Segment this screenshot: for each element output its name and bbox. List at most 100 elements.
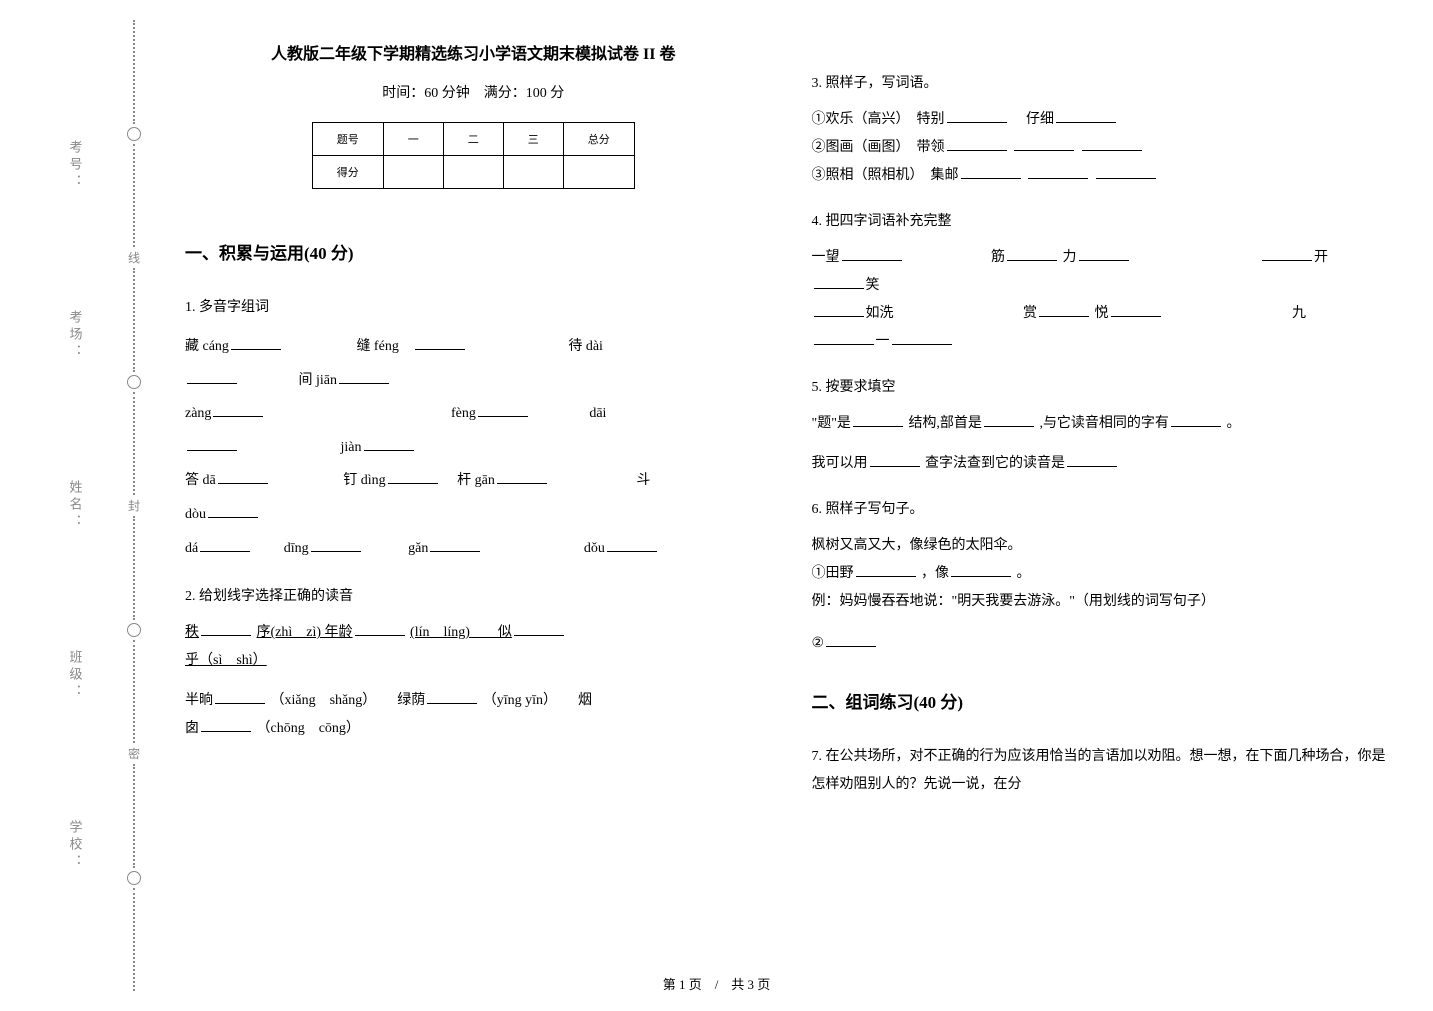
q1-l4d: dǒu (584, 541, 605, 556)
q1-line2b: jiàn (185, 431, 762, 465)
blank (497, 468, 547, 484)
q1-l2a: zàng (185, 406, 211, 421)
q3-line1: ①欢乐（高兴） 特别 仔细 (812, 106, 1389, 134)
q1-l2d: jiàn (341, 440, 362, 455)
q5-l1a: "题"是 (812, 416, 851, 431)
left-column: 人教版二年级下学期精选练习小学语文期末模拟试卷 II 卷 时间：60 分钟 满分… (160, 20, 787, 961)
dots-segment (133, 764, 135, 868)
question-1: 1. 多音字组词 藏 cáng 缝 féng 待 dài 间 jiān zàng… (185, 294, 762, 565)
q2-l1b: 序(zhì zì) 年龄 (257, 625, 353, 640)
q5-l2a: 我可以用 (812, 456, 868, 471)
exam-margin: 考号： 考场： 姓名： 班级： 学校： (30, 0, 120, 1011)
q5-l1d: 。 (1226, 416, 1240, 431)
dots-segment (133, 392, 135, 496)
blank (311, 536, 361, 552)
q5-l2b: 查字法查到它的读音是 (925, 456, 1065, 471)
page-content: 人教版二年级下学期精选练习小学语文期末模拟试卷 II 卷 时间：60 分钟 满分… (160, 20, 1413, 961)
q6-l2a: ①田野 (812, 566, 854, 581)
td-total (563, 156, 634, 189)
q5-title: 5. 按要求填空 (812, 374, 1389, 402)
blank (984, 411, 1034, 427)
question-5: 5. 按要求填空 "题"是 结构,部首是 ,与它读音相同的字有 。 我可以用 查… (812, 374, 1389, 478)
margin-label-school: 学校： (66, 820, 85, 871)
q1-line4: dá dīng gǎn dǒu (185, 532, 762, 566)
q2-l3b: （xiǎng shǎng） 绿荫 (271, 693, 426, 708)
score-table: 题号 一 二 三 总分 得分 (312, 122, 635, 189)
blank (201, 716, 251, 732)
q2-title: 2. 给划线字选择正确的读音 (185, 583, 762, 611)
blank (1262, 245, 1312, 261)
q1-l4a: dá (185, 541, 198, 556)
q2-line2: 乎（sì shì） (185, 647, 762, 675)
blank (1014, 135, 1074, 151)
right-column: 3. 照样子，写词语。 ①欢乐（高兴） 特别 仔细 ②图画（画图） 带领 ③照相… (787, 20, 1414, 961)
question-3: 3. 照样子，写词语。 ①欢乐（高兴） 特别 仔细 ②图画（画图） 带领 ③照相… (812, 70, 1389, 190)
margin-label-room: 考场： (66, 310, 85, 361)
blank (892, 329, 952, 345)
blank (826, 631, 876, 647)
blank (355, 620, 405, 636)
q3-title: 3. 照样子，写词语。 (812, 70, 1389, 98)
blank (1056, 107, 1116, 123)
q6-title: 6. 照样子写句子。 (812, 496, 1389, 524)
q5-l1b: 结构,部首是 (908, 416, 982, 431)
blank (870, 451, 920, 467)
blank (842, 245, 902, 261)
q6-l2c: 。 (1017, 566, 1031, 581)
blank (208, 502, 258, 518)
q4-line1: 一望 筋 力 开 (812, 244, 1389, 272)
th-num: 题号 (312, 123, 383, 156)
seal-circle (127, 127, 141, 141)
q4-line4: 一 (812, 328, 1389, 356)
blank (514, 620, 564, 636)
dots-segment (133, 20, 135, 124)
seal-char-mi: 密 (128, 745, 140, 762)
q7-text: 7. 在公共场所，对不正确的行为应该用恰当的言语加以劝阻。想一想，在下面几种场合… (812, 749, 1386, 792)
q3-l1: ①欢乐（高兴） 特别 (812, 112, 945, 127)
q2-line1: 秩 序(zhì zì) 年龄 (lín líng) 似 (185, 619, 762, 647)
blank (814, 329, 874, 345)
q1-l4b: dīng (284, 541, 309, 556)
blank (388, 468, 438, 484)
q4-w3b: 赏 (1023, 306, 1037, 321)
q5-l1c: ,与它读音相同的字有 (1039, 416, 1169, 431)
q1-l2c: dāi (589, 406, 606, 421)
q3-l2: ②图画（画图） 带领 (812, 140, 945, 155)
td-3 (503, 156, 563, 189)
blank (231, 334, 281, 350)
q2-l1a: 秩 (185, 625, 199, 640)
blank (339, 368, 389, 384)
seal-circle (127, 375, 141, 389)
table-row: 题号 一 二 三 总分 (312, 123, 634, 156)
q4-line2: 笑 (812, 272, 1389, 300)
q1-line1: 藏 cáng 缝 féng 待 dài (185, 330, 762, 364)
blank (814, 273, 864, 289)
q6-l4: ② (812, 636, 825, 651)
td-1 (383, 156, 443, 189)
blank (1082, 135, 1142, 151)
q1-l3b: 钉 dìng (343, 473, 385, 488)
td-score: 得分 (312, 156, 383, 189)
dots-segment (133, 144, 135, 248)
q6-l2b: ，像 (921, 566, 949, 581)
seal-char-xian: 线 (128, 249, 140, 266)
blank (1028, 163, 1088, 179)
blank (364, 435, 414, 451)
q4-w1a: 一望 (812, 250, 840, 265)
blank (856, 561, 916, 577)
q4-w1c: 力 (1063, 250, 1077, 265)
seal-circle (127, 871, 141, 885)
blank (607, 536, 657, 552)
blank (215, 688, 265, 704)
q1-l1b: 缝 féng (356, 339, 398, 354)
q5-line1: "题"是 结构,部首是 ,与它读音相同的字有 。 (812, 410, 1389, 438)
q1-l3a: 答 dā (185, 473, 216, 488)
th-3: 三 (503, 123, 563, 156)
th-1: 一 (383, 123, 443, 156)
question-4: 4. 把四字词语补充完整 一望 筋 力 开 笑 如洗 赏 悦 九 一 (812, 208, 1389, 356)
q1-line3: 答 dā 钉 dìng 杆 gān 斗 (185, 464, 762, 498)
q1-line3b: dòu (185, 498, 762, 532)
q2-l3c: （yīng yīn） 烟 (483, 693, 592, 708)
blank (1111, 301, 1161, 317)
th-2: 二 (443, 123, 503, 156)
